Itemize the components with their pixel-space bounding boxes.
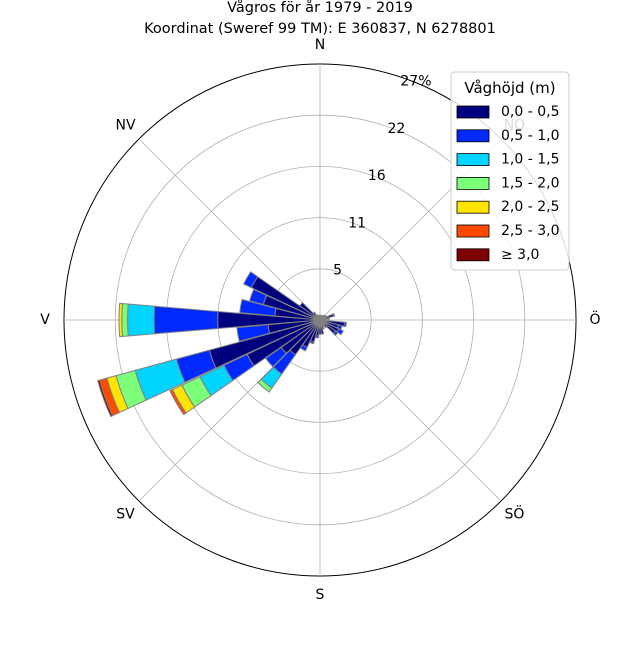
legend-item-label: 2,5 - 3,0 bbox=[501, 223, 559, 239]
rose-bar-segment bbox=[257, 378, 273, 393]
legend-item-label: 1,5 - 2,0 bbox=[501, 175, 559, 191]
chart-title: Vågros för år 1979 - 2019 bbox=[227, 0, 413, 16]
grid-spoke bbox=[138, 138, 321, 321]
legend-swatch bbox=[456, 224, 490, 238]
legend-item-label: ≥ 3,0 bbox=[501, 247, 539, 263]
legend-swatch bbox=[456, 248, 490, 262]
direction-label-o: Ö bbox=[589, 310, 600, 328]
rose-bar-segment bbox=[121, 303, 129, 337]
legend-item-label: 2,0 - 2,5 bbox=[501, 199, 559, 215]
legend-title: Våghöjd (m) bbox=[464, 79, 555, 97]
rose-bar-segment bbox=[265, 346, 288, 368]
radial-tick-label: 5 bbox=[333, 263, 342, 279]
legend-item-label: 0,5 - 1,0 bbox=[501, 128, 559, 144]
rose-bars bbox=[97, 271, 347, 418]
direction-label-s: S bbox=[316, 587, 325, 603]
rose-bar-segment bbox=[153, 305, 219, 335]
direction-label-v: V bbox=[40, 312, 50, 328]
radial-tick-label: 16 bbox=[368, 168, 386, 184]
legend: Våghöjd (m) 0,0 - 0,5 0,5 - 1,0 1,0 - 1,5 1,… bbox=[450, 71, 570, 271]
legend-swatch bbox=[456, 129, 490, 143]
legend-swatch bbox=[456, 200, 490, 214]
rose-bar-segment bbox=[239, 298, 277, 317]
rose-bar-segment bbox=[169, 388, 187, 416]
direction-label-nv: NV bbox=[116, 118, 136, 134]
direction-labels: NNOÖSÖSSVVNV bbox=[40, 37, 600, 603]
legend-swatch bbox=[456, 153, 490, 167]
radial-tick-labels: 5 11 16 22 27% bbox=[333, 73, 431, 278]
chart-subtitle: Koordinat (Sweref 99 TM): E 360837, N 62… bbox=[144, 21, 496, 37]
legend-item-label: 0,0 - 0,5 bbox=[501, 104, 559, 120]
radial-tick-label: 27% bbox=[400, 73, 431, 89]
legend-swatch bbox=[456, 105, 490, 119]
rose-bar-segment bbox=[299, 301, 321, 321]
chart-title-group: Vågros för år 1979 - 2019 Koordinat (Swe… bbox=[144, 0, 496, 37]
rose-bar-segment bbox=[97, 379, 114, 418]
rose-bar-segment bbox=[248, 288, 268, 306]
rose-bar-segment bbox=[332, 312, 336, 317]
rose-bar-segment bbox=[343, 321, 347, 328]
legend-swatch bbox=[456, 176, 490, 190]
radial-tick-label: 22 bbox=[387, 121, 405, 137]
rose-bar-segment bbox=[118, 302, 124, 338]
direction-label-sv: SV bbox=[116, 506, 135, 522]
legend-box bbox=[450, 71, 570, 271]
grid-spoke bbox=[319, 319, 502, 502]
rose-bar-segment bbox=[318, 314, 321, 321]
rose-bar-segment bbox=[243, 271, 259, 289]
radial-tick-label: 11 bbox=[348, 215, 366, 231]
rose-bar-segment bbox=[236, 324, 271, 342]
rose-bar-segment bbox=[332, 330, 339, 337]
legend-item-label: 1,0 - 1,5 bbox=[501, 152, 559, 168]
direction-label-so: SÖ bbox=[505, 504, 525, 522]
direction-label-n: N bbox=[315, 37, 325, 53]
rose-bar-segment bbox=[336, 328, 344, 336]
rose-bar-segment bbox=[127, 303, 156, 337]
